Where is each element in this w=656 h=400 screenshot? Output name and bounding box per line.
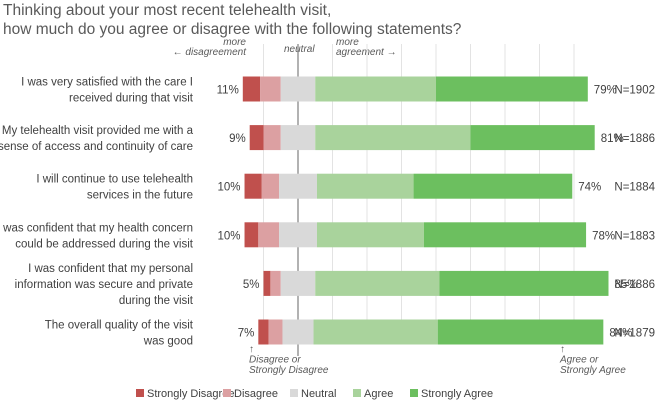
- title-text: Thinking about your most recent teleheal…: [3, 2, 462, 38]
- bar-segment-strongly-disagree: [249, 125, 264, 151]
- legend-label: Disagree: [234, 388, 278, 400]
- agree-total-label: 78%: [592, 230, 615, 242]
- bar-segment-strongly-agree: [470, 125, 595, 151]
- legend-swatch: [290, 389, 298, 397]
- disagree-total-label: 7%: [238, 328, 255, 340]
- bar-segment-disagree: [270, 270, 281, 296]
- disagree-summary-label: ↑ Disagree or Strongly Disagree: [249, 344, 329, 376]
- bar-segment-disagree: [261, 173, 280, 199]
- bar-segment-strongly-disagree: [242, 76, 261, 102]
- n-label: N=1886: [614, 279, 655, 291]
- n-label: N=1886: [614, 133, 655, 145]
- bar-segment-neutral: [282, 319, 314, 345]
- agree-total-label: 74%: [578, 182, 601, 194]
- bar-segment-disagree: [263, 125, 281, 151]
- n-label: N=1883: [614, 230, 655, 242]
- bar-segment-disagree: [268, 319, 283, 345]
- bar-segment-disagree: [258, 222, 280, 248]
- bar-segment-agree: [316, 222, 424, 248]
- n-label: N=1884: [614, 182, 655, 194]
- bar-segment-strongly-disagree: [244, 173, 262, 199]
- bars: [242, 76, 609, 345]
- category-label: My telehealth visit provided me with a se…: [0, 125, 194, 153]
- neutral-label: neutral: [284, 44, 315, 55]
- bar-segment-neutral: [280, 270, 316, 296]
- disagree-total-label: 9%: [229, 133, 246, 145]
- agree-total-label: 81%: [601, 133, 624, 145]
- bar-segment-agree: [313, 319, 438, 345]
- bar-segment-neutral: [279, 173, 317, 199]
- bar-segment-neutral: [279, 222, 317, 248]
- legend: Strongly Disagree Disagree Neutral Agree Str…: [136, 388, 493, 400]
- bar-segment-strongly-disagree: [258, 319, 269, 345]
- agree-total-label: 79%: [594, 85, 617, 97]
- bar-segment-agree: [316, 173, 414, 199]
- agree-total-label: 85%: [615, 279, 638, 291]
- category-label: I will continue to use telehealth service…: [36, 174, 193, 202]
- legend-label: Agree: [364, 388, 393, 400]
- bar-segment-strongly-disagree: [244, 222, 259, 248]
- bar-segment-strongly-agree: [413, 173, 573, 199]
- bar-segment-agree: [315, 125, 471, 151]
- annotations: more ← disagreement neutral more agreement →…: [173, 37, 627, 376]
- bar-segment-strongly-agree: [423, 222, 587, 248]
- category-label: The overall quality of the visit was good: [45, 320, 194, 348]
- bar-segment-disagree: [260, 76, 281, 102]
- n-label: N=1879: [614, 328, 655, 340]
- legend-swatch: [353, 389, 361, 397]
- chart-title: Thinking about your most recent teleheal…: [3, 2, 462, 38]
- legend-swatch: [410, 389, 418, 397]
- disagree-total-label: 10%: [217, 230, 240, 242]
- disagree-total-label: 11%: [217, 85, 239, 97]
- more-disagreement-label: more ← disagreement: [173, 37, 248, 58]
- bar-segment-strongly-disagree: [263, 270, 271, 296]
- bar-segment-neutral: [280, 76, 316, 102]
- legend-label: Neutral: [301, 388, 336, 400]
- agree-summary-label: ↑ Agree or Strongly Agree: [559, 344, 626, 376]
- agree-total-label: 84%: [609, 328, 632, 340]
- bar-segment-neutral: [280, 125, 316, 151]
- bar-segment-agree: [315, 76, 436, 102]
- category-label: I was confident that my personal informat…: [15, 263, 194, 307]
- bar-segment-strongly-agree: [437, 319, 604, 345]
- bar-segment-strongly-agree: [439, 270, 609, 296]
- more-agreement-label: more agreement →: [336, 37, 397, 58]
- bar-segment-strongly-agree: [436, 76, 588, 102]
- legend-label: Strongly Disagree: [147, 388, 234, 400]
- n-label: N=1902: [614, 85, 655, 97]
- legend-swatch: [223, 389, 231, 397]
- legend-swatch: [136, 389, 144, 397]
- disagree-total-label: 5%: [243, 279, 260, 291]
- category-label: I was confident that my health concern co…: [0, 222, 194, 250]
- legend-label: Strongly Agree: [421, 388, 493, 400]
- disagree-total-label: 10%: [217, 182, 240, 194]
- bar-segment-agree: [315, 270, 440, 296]
